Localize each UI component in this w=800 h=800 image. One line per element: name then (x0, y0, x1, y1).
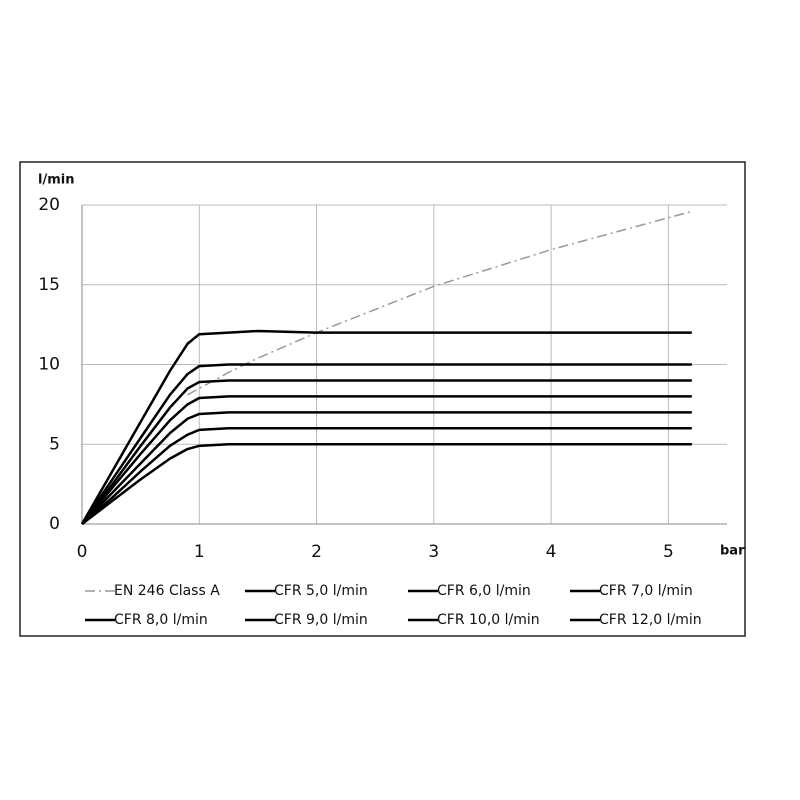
x-tick-label: 3 (428, 542, 439, 562)
legend-label: CFR 9,0 l/min (274, 612, 368, 628)
legend-label: CFR 6,0 l/min (437, 583, 531, 599)
x-tick-label: 4 (546, 542, 557, 562)
line (80, 363, 692, 525)
x-tick-label: 1 (194, 542, 205, 562)
y-tick-label: 15 (38, 275, 60, 295)
x-tick-label: 2 (311, 542, 322, 562)
legend-label: CFR 8,0 l/min (114, 612, 208, 628)
line (81, 379, 692, 525)
y-tick-label: 0 (49, 514, 60, 534)
line (81, 443, 692, 525)
x-tick-label: 5 (663, 542, 674, 562)
y-tick-label: 20 (38, 195, 60, 215)
frame (19, 161, 746, 637)
line (81, 411, 692, 525)
legend-label: EN 246 Class A (114, 583, 220, 599)
y-tick-label: 5 (49, 434, 60, 454)
legend-label: CFR 5,0 l/min (274, 583, 368, 599)
y-axis-label: l/min (38, 173, 74, 188)
legend-label: CFR 10,0 l/min (437, 612, 540, 628)
line (81, 427, 692, 525)
x-tick-label: 0 (77, 542, 88, 562)
line (187, 210, 693, 396)
x-axis-label: bar (720, 544, 745, 559)
line (80, 329, 692, 525)
line (81, 395, 692, 525)
legend-label: CFR 12,0 l/min (599, 612, 702, 628)
y-tick-label: 10 (38, 355, 60, 375)
legend-label: CFR 7,0 l/min (599, 583, 693, 599)
